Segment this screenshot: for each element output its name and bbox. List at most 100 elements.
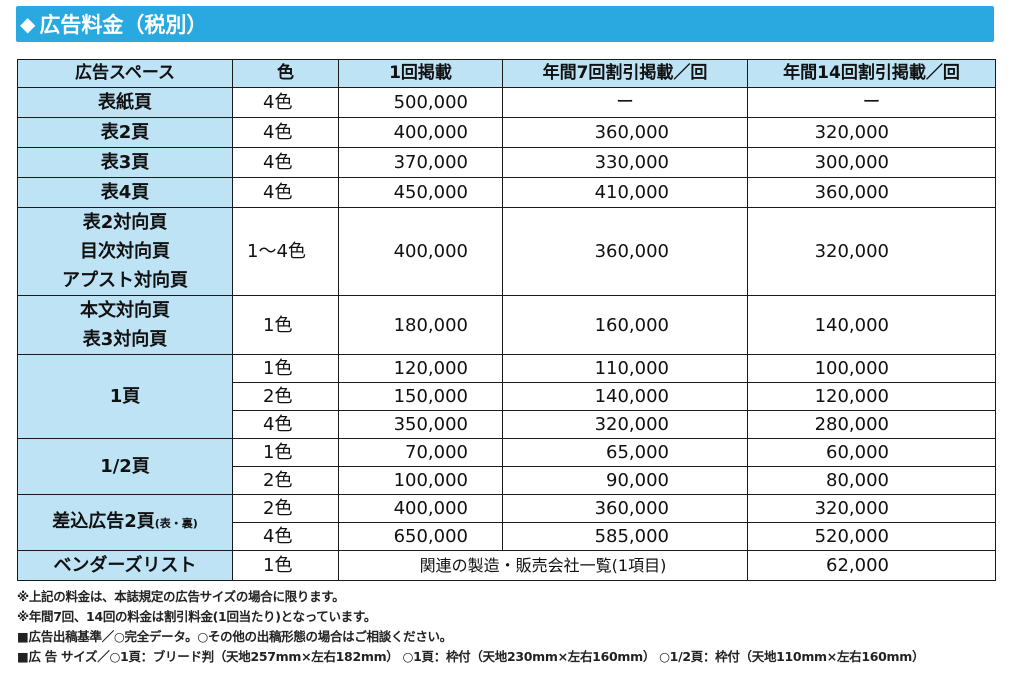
price-annual-7: 110,000 bbox=[502, 354, 748, 383]
price-single: 180,000 bbox=[338, 295, 503, 355]
header-annual-14: 年間14回割引掲載／回 bbox=[747, 59, 996, 88]
price-single: 400,000 bbox=[338, 117, 503, 148]
color-cell: 2色 bbox=[232, 466, 339, 495]
ad-space-cell: ベンダーズリスト bbox=[17, 550, 233, 581]
section-title-bar: ◆ 広告料金（税別） bbox=[16, 6, 994, 42]
ad-space-line: アプスト対向頁 bbox=[62, 270, 188, 291]
table-row: 表2頁 4色 400,000 360,000 320,000 bbox=[17, 117, 996, 148]
price-annual-7: ー bbox=[502, 87, 748, 118]
price-annual-14: 320,000 bbox=[747, 494, 996, 523]
color-cell: 1色 bbox=[232, 550, 339, 581]
table-row: 本文対向頁 表3対向頁 1色 180,000 160,000 140,000 bbox=[17, 295, 996, 355]
price-annual-14: 120,000 bbox=[747, 382, 996, 411]
footnote-line: ※年間7回、14回の料金は割引料金(1回当たり)となっています。 bbox=[17, 609, 377, 624]
price-annual-14: 320,000 bbox=[747, 207, 996, 296]
price-annual-14: 62,000 bbox=[747, 550, 996, 581]
price-annual-14: 100,000 bbox=[747, 354, 996, 383]
color-cell: 4色 bbox=[232, 177, 339, 208]
table-row: ベンダーズリスト 1色 関連の製造・販売会社一覧(1項目) 62,000 bbox=[17, 550, 996, 581]
header-color: 色 bbox=[232, 59, 339, 88]
price-annual-14: 140,000 bbox=[747, 295, 996, 355]
ad-space-cell: 表2対向頁 目次対向頁 アプスト対向頁 bbox=[17, 207, 233, 296]
price-annual-14: 60,000 bbox=[747, 438, 996, 467]
ad-space-line: 表2対向頁 bbox=[82, 212, 168, 233]
price-annual-7: 330,000 bbox=[502, 147, 748, 178]
vendor-list-note: 関連の製造・販売会社一覧(1項目) bbox=[338, 550, 748, 581]
color-cell: 4色 bbox=[232, 410, 339, 439]
color-cell: 4色 bbox=[232, 117, 339, 148]
price-single: 400,000 bbox=[338, 207, 503, 296]
color-cell: 2色 bbox=[232, 494, 339, 523]
price-annual-7: 410,000 bbox=[502, 177, 748, 208]
price-single: 70,000 bbox=[338, 438, 503, 467]
price-single: 350,000 bbox=[338, 410, 503, 439]
ad-space-sublabel: (表・裏) bbox=[154, 517, 198, 530]
table-row: 2色 150,000 140,000 120,000 bbox=[18, 382, 996, 411]
table-row: 4色 650,000 585,000 520,000 bbox=[18, 522, 996, 551]
price-single: 150,000 bbox=[338, 382, 503, 411]
price-single: 100,000 bbox=[338, 466, 503, 495]
color-cell: 2色 bbox=[232, 382, 339, 411]
footnote-line: ■広 告 サイズ／○1頁：ブリード判（天地257mm×左右182mm） ○1頁：… bbox=[17, 649, 925, 664]
color-cell: 1色 bbox=[232, 295, 339, 355]
price-annual-7: 65,000 bbox=[502, 438, 748, 467]
table-row: 表紙頁 4色 500,000 ー ー bbox=[17, 87, 996, 118]
price-annual-7: 360,000 bbox=[502, 117, 748, 148]
price-single: 500,000 bbox=[338, 87, 503, 118]
color-cell: 4色 bbox=[232, 522, 339, 551]
price-annual-14: 280,000 bbox=[747, 410, 996, 439]
footnote-line: ■広告出稿基準／○完全データ。○その他の出稿形態の場合はご相談ください。 bbox=[17, 629, 452, 644]
table-row: 4色 350,000 320,000 280,000 bbox=[18, 410, 996, 439]
price-single: 650,000 bbox=[338, 522, 503, 551]
header-single: 1回掲載 bbox=[338, 59, 503, 88]
color-cell: 1～4色 bbox=[232, 207, 339, 296]
ad-space-line: 表3対向頁 bbox=[82, 329, 168, 350]
table-row: 表2対向頁 目次対向頁 アプスト対向頁 1～4色 400,000 360,000… bbox=[17, 207, 996, 296]
price-annual-14: 320,000 bbox=[747, 117, 996, 148]
ad-space-line: 目次対向頁 bbox=[80, 241, 170, 262]
price-annual-14: 300,000 bbox=[747, 147, 996, 178]
table-row: 2色 100,000 90,000 80,000 bbox=[18, 466, 996, 495]
ad-space-cell: 表3頁 bbox=[17, 147, 233, 178]
footnotes: ※上記の料金は、本誌規定の広告サイズの場合に限ります。 ※年間7回、14回の料金… bbox=[17, 587, 1007, 667]
price-single: 370,000 bbox=[338, 147, 503, 178]
table-header-row: 広告スペース 色 1回掲載 年間7回割引掲載／回 年間14回割引掲載／回 bbox=[17, 59, 996, 88]
ad-space-cell: 1/2頁 bbox=[17, 438, 233, 495]
price-single: 400,000 bbox=[338, 494, 503, 523]
color-cell: 4色 bbox=[232, 147, 339, 178]
color-cell: 4色 bbox=[232, 87, 339, 118]
price-single: 120,000 bbox=[338, 354, 503, 383]
price-annual-7: 585,000 bbox=[502, 522, 748, 551]
ad-space-cell: 表4頁 bbox=[17, 177, 233, 208]
ad-space-cell: 本文対向頁 表3対向頁 bbox=[17, 295, 233, 355]
header-ad-space: 広告スペース bbox=[17, 59, 233, 88]
table-row: 1/2頁 1色 70,000 65,000 60,000 bbox=[17, 438, 996, 495]
price-annual-7: 320,000 bbox=[502, 410, 748, 439]
footnote-line: ※上記の料金は、本誌規定の広告サイズの場合に限ります。 bbox=[17, 589, 345, 604]
color-cell: 1色 bbox=[232, 438, 339, 467]
price-annual-7: 360,000 bbox=[502, 494, 748, 523]
diamond-icon: ◆ bbox=[20, 12, 36, 36]
price-annual-7: 360,000 bbox=[502, 207, 748, 296]
price-annual-7: 160,000 bbox=[502, 295, 748, 355]
table-row: 表4頁 4色 450,000 410,000 360,000 bbox=[17, 177, 996, 208]
ad-space-cell: 表2頁 bbox=[17, 117, 233, 148]
table-row: 表3頁 4色 370,000 330,000 300,000 bbox=[17, 147, 996, 178]
section-title: 広告料金（税別） bbox=[39, 13, 208, 37]
ad-space-cell: 1頁 bbox=[17, 354, 233, 439]
price-annual-7: 90,000 bbox=[502, 466, 748, 495]
ad-space-label: 差込広告2頁 bbox=[52, 511, 155, 532]
ad-rate-table: 広告スペース 色 1回掲載 年間7回割引掲載／回 年間14回割引掲載／回 表紙頁… bbox=[17, 59, 996, 581]
price-annual-7: 140,000 bbox=[502, 382, 748, 411]
table-row: 1頁 1色 120,000 110,000 100,000 bbox=[17, 354, 996, 439]
ad-space-cell: 差込広告2頁(表・裏) bbox=[17, 494, 233, 551]
price-single: 450,000 bbox=[338, 177, 503, 208]
header-annual-7: 年間7回割引掲載／回 bbox=[502, 59, 748, 88]
color-cell: 1色 bbox=[232, 354, 339, 383]
table-row: 差込広告2頁(表・裏) 2色 400,000 360,000 320,000 bbox=[17, 494, 996, 551]
price-annual-14: 80,000 bbox=[747, 466, 996, 495]
ad-space-line: 本文対向頁 bbox=[80, 300, 170, 321]
price-annual-14: 520,000 bbox=[747, 522, 996, 551]
price-annual-14: 360,000 bbox=[747, 177, 996, 208]
price-annual-14: ー bbox=[747, 87, 996, 118]
